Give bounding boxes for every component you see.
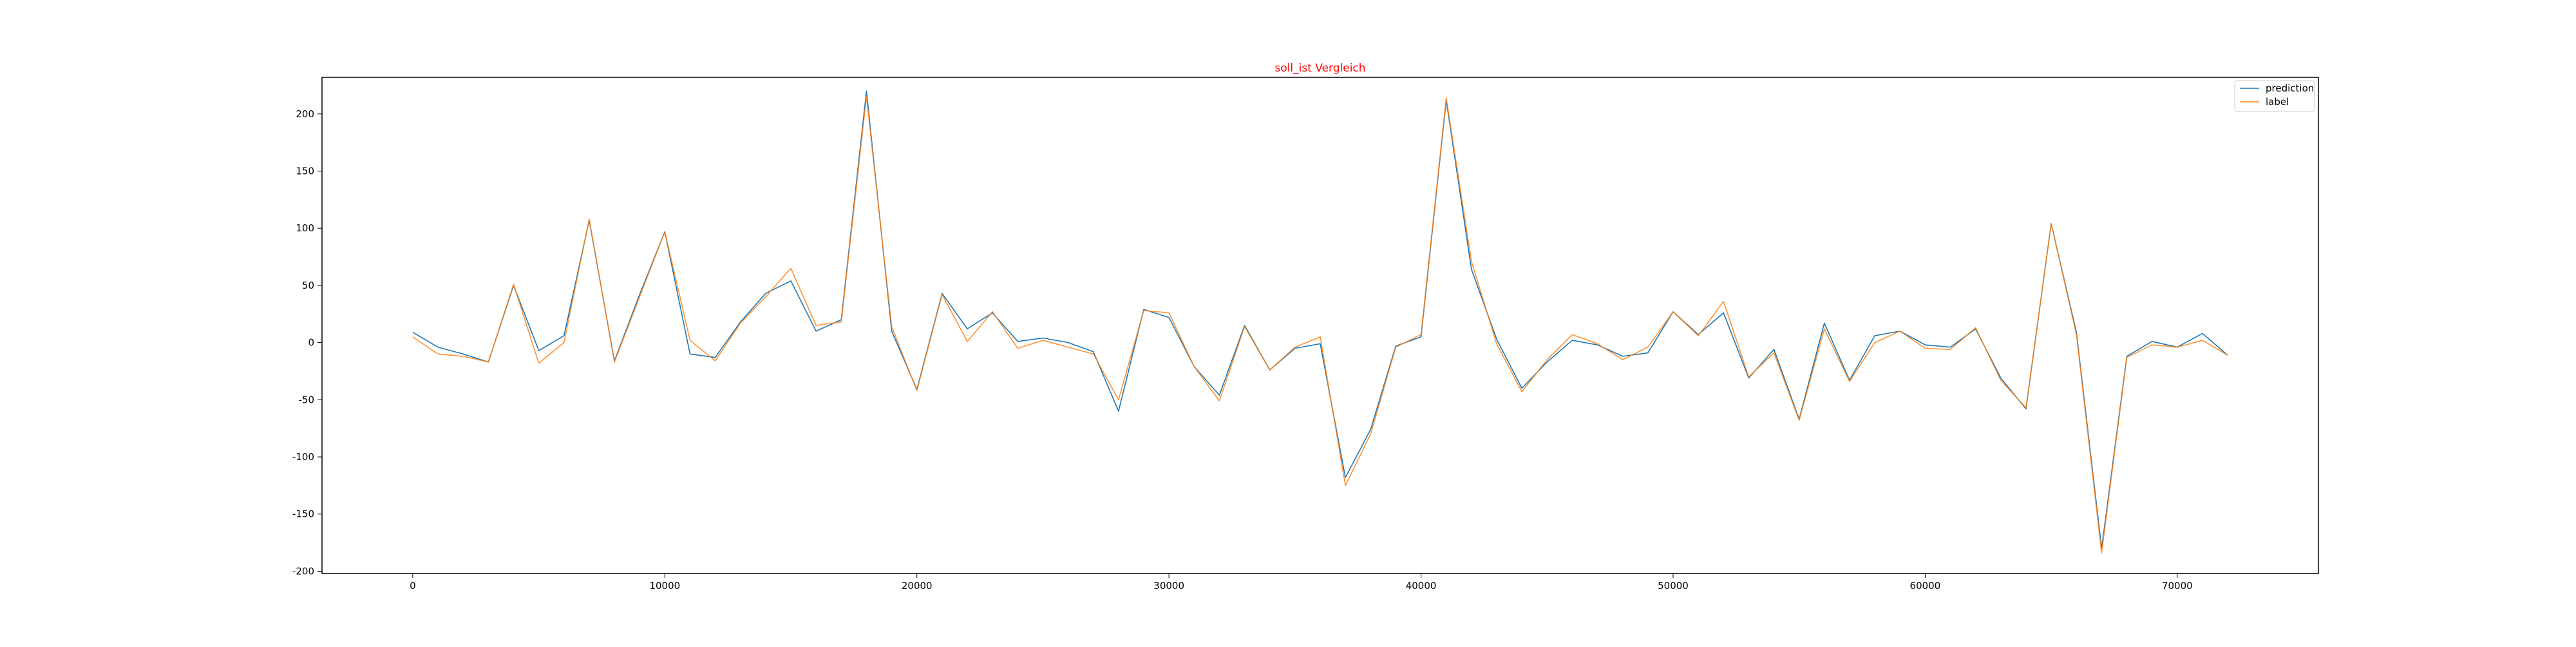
plot-area [322,77,2318,574]
y-tick-label: -100 [292,451,314,463]
x-tick-label: 60000 [1910,580,1941,592]
series-line-label [412,96,2228,554]
y-axis: -200 -150 -100 -50 0 50 100 150 200 [292,108,322,577]
y-tick-label: -150 [292,508,314,520]
y-tick-label: -50 [299,394,315,405]
x-tick-label: 50000 [1658,580,1689,592]
y-tick-label: 150 [296,165,314,177]
legend-label-label: label [2266,96,2289,108]
y-tick-label: 200 [296,108,314,120]
series-line-prediction [412,90,2228,549]
y-tick-label: 0 [308,337,314,349]
legend-label-prediction: prediction [2266,82,2314,94]
x-tick-label: 30000 [1153,580,1184,592]
series-layer [412,90,2228,554]
x-axis: 0 10000 20000 30000 40000 50000 60000 70000 [410,574,2193,592]
y-tick-label: 50 [302,280,314,291]
x-tick-label: 20000 [902,580,933,592]
y-tick-label: -200 [292,565,314,577]
x-tick-label: 10000 [649,580,680,592]
x-tick-label: 40000 [1406,580,1437,592]
x-tick-label: 0 [410,580,416,592]
y-tick-label: 100 [296,222,314,234]
x-tick-label: 70000 [2162,580,2193,592]
chart-title: soll_ist Vergleich [1274,62,1365,75]
plot-frame [321,77,2319,574]
legend: prediction label [2234,80,2315,112]
